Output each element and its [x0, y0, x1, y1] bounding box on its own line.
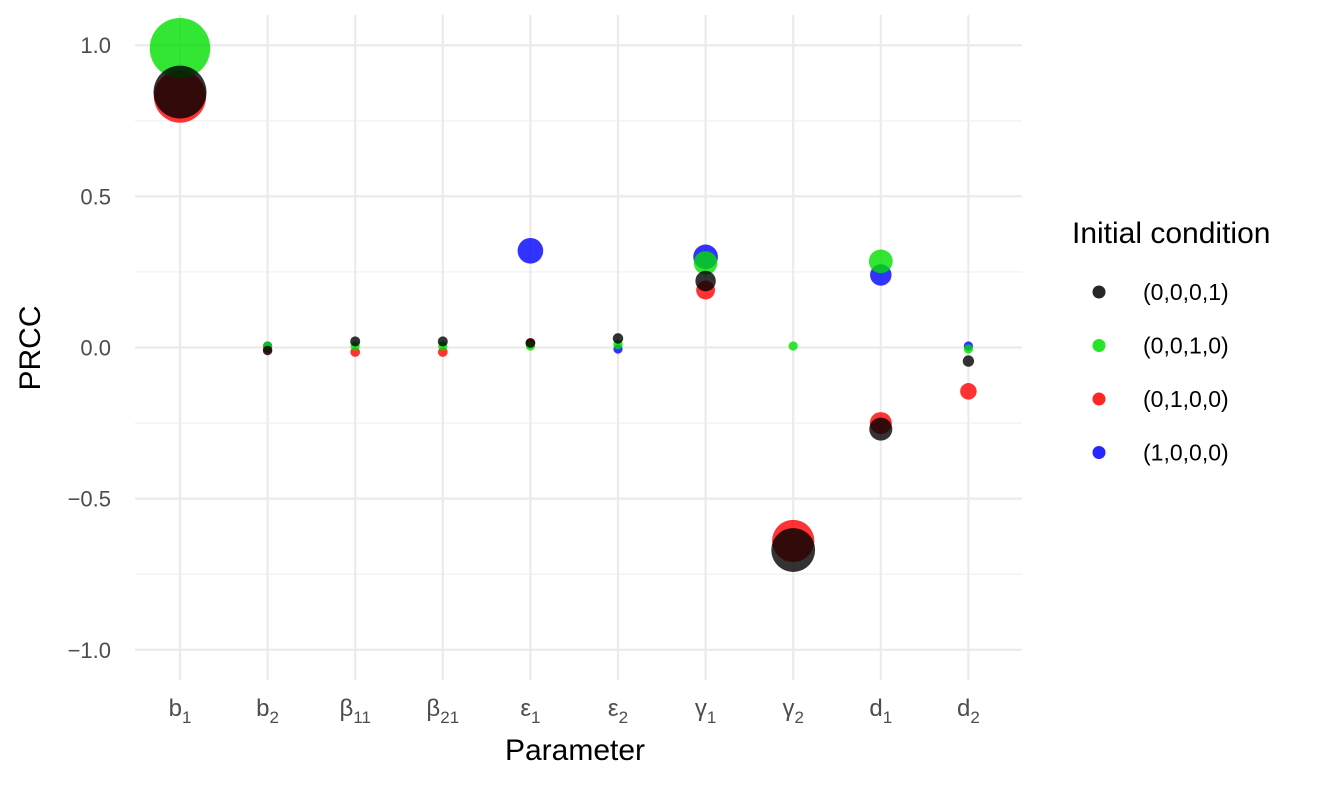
- y-tick-labels: 1.0 0.5 0.0 −0.5 −1.0: [68, 33, 111, 663]
- x-axis-title: Parameter: [505, 734, 645, 767]
- data-point: [771, 528, 816, 572]
- x-tick-label: d1: [869, 695, 892, 727]
- data-point: [693, 251, 718, 275]
- legend: Initial condition (0,0,0,1) (0,0,1,0) (0,1…: [1072, 217, 1270, 466]
- data-point: [612, 333, 624, 344]
- legend-key: [1092, 285, 1106, 299]
- y-tick-label: 0.0: [80, 336, 111, 361]
- y-axis-title: PRCC: [14, 305, 47, 390]
- data-point: [868, 249, 893, 274]
- x-tick-label: β21: [426, 695, 459, 727]
- data-point: [695, 270, 716, 292]
- data-point: [517, 237, 544, 264]
- data-point: [153, 65, 207, 119]
- y-tick-label: −0.5: [68, 487, 111, 512]
- y-tick-label: −1.0: [68, 638, 111, 663]
- x-tick-label: γ2: [782, 695, 803, 727]
- x-tick-label: d2: [957, 695, 980, 727]
- legend-label: (0,0,0,1): [1143, 279, 1229, 305]
- y-tick-label: 0.5: [80, 184, 111, 209]
- x-tick-label: γ1: [695, 695, 716, 727]
- legend-key: [1092, 339, 1106, 352]
- legend-title: Initial condition: [1072, 217, 1270, 250]
- data-point: [869, 417, 893, 441]
- data-point: [962, 355, 975, 367]
- data-point: [149, 18, 211, 79]
- x-tick-label: β11: [339, 695, 370, 727]
- data-point: [788, 341, 798, 351]
- legend-key: [1092, 446, 1106, 459]
- x-tick-label: b2: [256, 695, 279, 727]
- data-point: [350, 336, 361, 347]
- data-point: [963, 344, 974, 354]
- points-layer: [149, 18, 977, 572]
- y-tick-label: 1.0: [80, 33, 111, 58]
- data-point: [960, 383, 977, 400]
- legend-label: (0,0,1,0): [1143, 333, 1229, 359]
- data-point: [262, 345, 273, 356]
- legend-label: (0,1,0,0): [1143, 386, 1229, 412]
- legend-label: (1,0,0,0): [1143, 440, 1229, 466]
- data-point: [525, 338, 536, 348]
- data-point: [437, 336, 448, 347]
- x-tick-labels: b1 b2 β11 β21 ε1 ε2 γ1 γ2 d1 d2: [169, 695, 980, 727]
- legend-key: [1092, 392, 1106, 406]
- x-tick-label: ε1: [520, 695, 540, 727]
- legend-items: (0,0,0,1) (0,0,1,0) (0,1,0,0) (1,0,0,0): [1092, 279, 1229, 466]
- x-tick-label: b1: [169, 695, 192, 727]
- x-tick-label: ε2: [608, 695, 628, 727]
